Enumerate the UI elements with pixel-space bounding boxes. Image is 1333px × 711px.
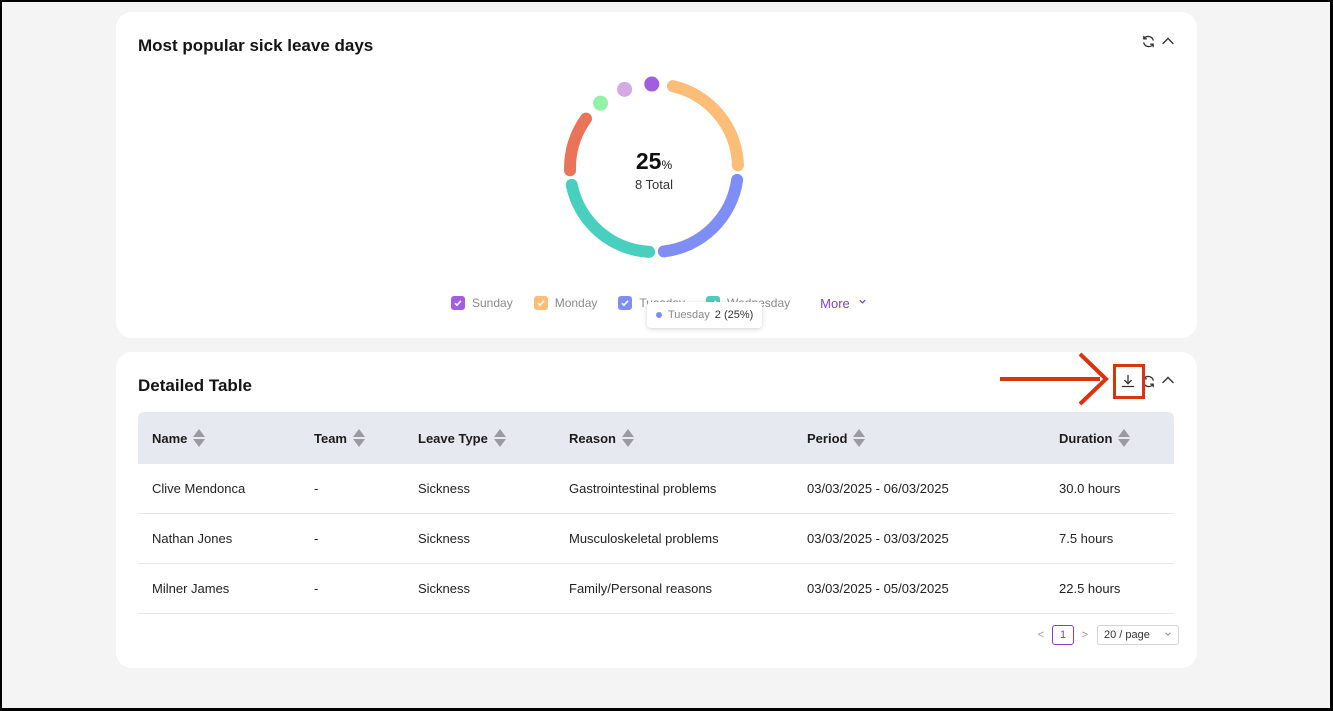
cell-reason: Musculoskeletal problems (569, 531, 719, 546)
download-icon[interactable] (1119, 372, 1137, 390)
cell-name: Nathan Jones (152, 531, 233, 546)
cell-reason: Family/Personal reasons (569, 581, 713, 596)
legend-label: Sunday (472, 296, 513, 310)
donut-slice-thursday[interactable] (564, 112, 593, 177)
legend-item-monday[interactable]: Monday (533, 296, 598, 310)
column-header-reason[interactable]: Reason (569, 412, 634, 464)
cell-duration: 22.5 hours (1059, 581, 1121, 596)
annotation-arrow-icon (1000, 352, 1109, 406)
cell-period: 03/03/2025 - 05/03/2025 (807, 581, 949, 596)
sort-icon[interactable] (621, 429, 634, 447)
column-label: Reason (569, 430, 616, 446)
column-label: Leave Type (418, 430, 488, 446)
pagination-prev-button[interactable]: < (1037, 629, 1045, 641)
legend-item-sunday[interactable]: Sunday (451, 296, 513, 310)
cell-team: - (314, 481, 319, 496)
sort-icon[interactable] (353, 429, 365, 447)
detail-table: Name Team Leave Type Reason Period (138, 412, 1174, 614)
donut-slice-sunday[interactable] (644, 76, 660, 92)
annotation-highlight-box (1113, 364, 1145, 399)
donut-percentage: 25% (554, 148, 754, 175)
cell-name: Milner James (152, 581, 230, 596)
sort-icon[interactable] (193, 429, 206, 447)
legend-more-button[interactable]: More (820, 296, 867, 311)
pagination-next-button[interactable]: > (1081, 629, 1089, 641)
cell-reason: Gastrointestinal problems (569, 481, 717, 496)
donut-center: 25% 8 Total (554, 148, 754, 192)
tooltip-value: 2 (25%) (714, 309, 754, 321)
card-title: Most popular sick leave days (138, 36, 374, 55)
cell-team: - (314, 531, 319, 546)
cell-duration: 7.5 hours (1059, 531, 1114, 546)
column-label: Period (807, 430, 848, 446)
sort-icon[interactable] (1118, 429, 1131, 447)
refresh-icon[interactable] (1139, 32, 1157, 50)
tooltip-label: Tuesday (668, 309, 710, 321)
cell-leave-type: Sickness (418, 531, 471, 546)
cell-leave-type: Sickness (418, 581, 471, 596)
donut-unit: % (661, 158, 673, 172)
column-header-duration[interactable]: Duration (1059, 412, 1131, 464)
donut-slice-monday[interactable] (666, 80, 744, 172)
donut-slice-saturday[interactable] (617, 81, 633, 97)
table-row[interactable]: Milner James - Sickness Family/Personal … (138, 564, 1174, 614)
chevron-down-icon (858, 297, 867, 309)
column-header-name[interactable]: Name (152, 412, 206, 464)
sort-icon[interactable] (493, 429, 506, 447)
column-header-team[interactable]: Team (314, 412, 365, 464)
sort-icon[interactable] (853, 429, 866, 447)
donut-value: 25 (635, 148, 662, 174)
chevron-up-icon[interactable] (1159, 32, 1177, 50)
cell-team: - (314, 581, 319, 596)
legend-label: Monday (554, 296, 598, 310)
donut-slice-friday[interactable] (593, 95, 609, 111)
donut-total: 8 Total (634, 177, 674, 192)
card-title: Detailed Table (138, 376, 252, 395)
chevron-down-icon (1164, 630, 1172, 640)
tooltip-dot (656, 312, 662, 318)
check-icon (533, 296, 548, 310)
column-label: Team (314, 430, 347, 446)
donut-slice-wednesday[interactable] (565, 178, 656, 258)
table-row[interactable]: Clive Mendonca - Sickness Gastrointestin… (138, 464, 1174, 514)
column-header-leave-type[interactable]: Leave Type (418, 412, 506, 464)
cell-period: 03/03/2025 - 03/03/2025 (807, 531, 949, 546)
donut-chart: 25% 8 Total (554, 68, 754, 268)
cell-name: Clive Mendonca (152, 481, 246, 496)
check-icon (451, 296, 465, 310)
chart-tooltip: Tuesday 2 (25%) (647, 302, 763, 328)
cell-period: 03/03/2025 - 06/03/2025 (807, 481, 949, 496)
column-header-period[interactable]: Period (807, 412, 866, 464)
cell-duration: 30.0 hours (1059, 481, 1121, 496)
page-size-value: 20 / page (1104, 629, 1150, 641)
more-label: More (820, 295, 850, 311)
chevron-up-icon[interactable] (1159, 371, 1177, 389)
table-row[interactable]: Nathan Jones - Sickness Musculoskeletal … (138, 514, 1174, 564)
cell-leave-type: Sickness (418, 481, 471, 496)
detailed-table-card: Detailed Table Name (116, 352, 1197, 668)
table-header: Name Team Leave Type Reason Period (138, 412, 1174, 464)
page-size-select[interactable]: 20 / page (1097, 625, 1179, 645)
pagination-page-button[interactable]: 1 (1052, 625, 1074, 645)
donut-svg (564, 76, 744, 258)
pagination: < 1 > 20 / page (1034, 625, 1179, 645)
column-label: Name (152, 430, 188, 446)
check-icon (618, 296, 633, 310)
column-label: Duration (1059, 430, 1113, 446)
donut-slice-tuesday[interactable] (657, 173, 744, 258)
sick-leave-days-card: Most popular sick leave days 25% 8 Total (116, 12, 1197, 338)
